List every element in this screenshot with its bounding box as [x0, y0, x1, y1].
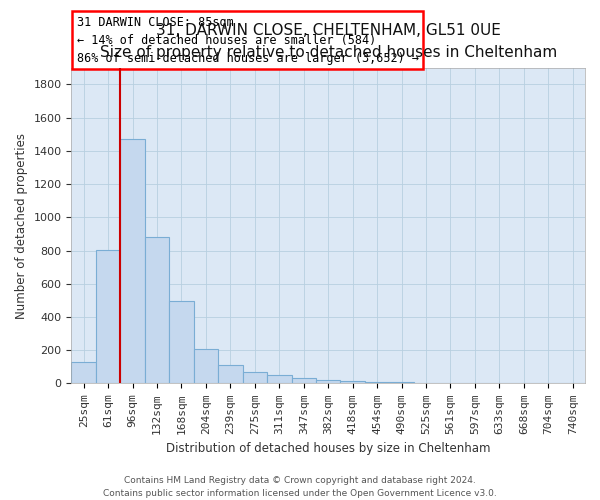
Bar: [414, 382, 438, 384]
Bar: [365, 382, 389, 384]
Bar: [292, 378, 316, 384]
Title: 31, DARWIN CLOSE, CHELTENHAM, GL51 0UE
Size of property relative to detached hou: 31, DARWIN CLOSE, CHELTENHAM, GL51 0UE S…: [100, 22, 557, 60]
Bar: [218, 365, 242, 384]
Bar: [267, 376, 292, 384]
Text: Contains HM Land Registry data © Crown copyright and database right 2024.
Contai: Contains HM Land Registry data © Crown c…: [103, 476, 497, 498]
Bar: [169, 301, 194, 384]
Bar: [316, 380, 340, 384]
Bar: [340, 381, 365, 384]
Bar: [71, 362, 96, 384]
Bar: [145, 238, 169, 384]
X-axis label: Distribution of detached houses by size in Cheltenham: Distribution of detached houses by size …: [166, 442, 490, 455]
Bar: [194, 350, 218, 384]
Text: 31 DARWIN CLOSE: 85sqm
← 14% of detached houses are smaller (584)
86% of semi-de: 31 DARWIN CLOSE: 85sqm ← 14% of detached…: [77, 16, 419, 64]
Bar: [96, 250, 121, 384]
Y-axis label: Number of detached properties: Number of detached properties: [15, 132, 28, 318]
Bar: [121, 140, 145, 384]
Bar: [389, 382, 414, 384]
Bar: [242, 372, 267, 384]
